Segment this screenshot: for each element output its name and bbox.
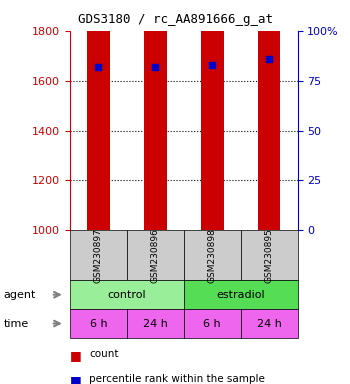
- Text: GSM230895: GSM230895: [265, 228, 274, 283]
- Bar: [87, 0, 110, 230]
- Text: ■: ■: [70, 374, 82, 384]
- Point: [96, 64, 101, 70]
- Point: [209, 61, 215, 68]
- Point: [153, 64, 158, 70]
- Point: [266, 56, 272, 62]
- Text: GSM230897: GSM230897: [94, 228, 103, 283]
- Text: GSM230898: GSM230898: [208, 228, 217, 283]
- Text: agent: agent: [4, 290, 36, 300]
- Text: 6 h: 6 h: [90, 318, 107, 329]
- Bar: [144, 0, 167, 230]
- Text: time: time: [4, 318, 29, 329]
- Text: control: control: [107, 290, 146, 300]
- Text: ■: ■: [70, 349, 82, 362]
- Text: count: count: [89, 349, 119, 359]
- Text: percentile rank within the sample: percentile rank within the sample: [89, 374, 265, 384]
- Text: 24 h: 24 h: [143, 318, 168, 329]
- Text: GSM230896: GSM230896: [151, 228, 160, 283]
- Text: estradiol: estradiol: [216, 290, 265, 300]
- Text: GDS3180 / rc_AA891666_g_at: GDS3180 / rc_AA891666_g_at: [77, 13, 273, 26]
- Text: 6 h: 6 h: [203, 318, 221, 329]
- Text: 24 h: 24 h: [257, 318, 281, 329]
- Bar: [258, 0, 280, 230]
- Bar: [201, 0, 224, 230]
